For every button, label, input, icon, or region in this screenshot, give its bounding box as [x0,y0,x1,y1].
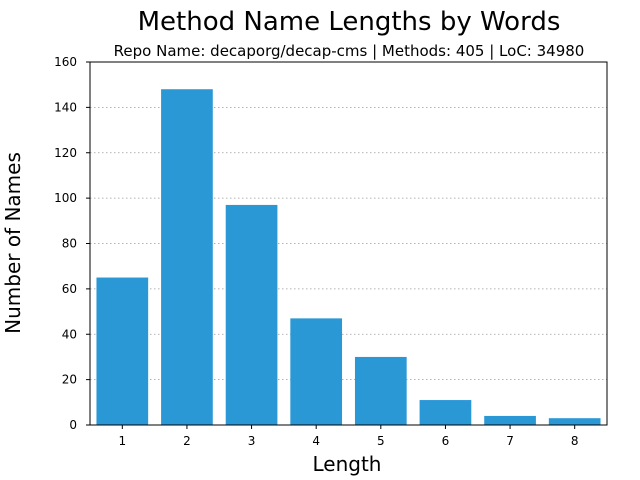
y-tick-label: 80 [62,237,77,251]
bar-length-7 [484,415,536,425]
x-tick-label: 4 [312,434,320,448]
y-axis-label: Number of Names [1,152,25,334]
y-tick-label: 140 [54,100,77,114]
x-tick-label: 1 [118,434,126,448]
y-tick-label: 60 [62,282,77,296]
chart-subtitle: Repo Name: decaporg/decap-cms | Methods:… [114,42,585,60]
bar-length-8 [548,418,601,425]
bar-length-3 [225,204,278,425]
x-tick-label: 3 [248,434,256,448]
x-axis-label: Length [313,452,382,476]
y-tick-label: 0 [69,418,77,432]
y-axis-ticks: 0 20 40 60 80 100 120 140 160 [54,55,90,432]
x-tick-label: 7 [506,434,514,448]
bar-length-5 [354,356,407,425]
x-tick-label: 2 [183,434,191,448]
bar-length-1 [96,277,149,425]
x-tick-label: 8 [571,434,579,448]
y-tick-label: 160 [54,55,77,69]
x-axis-ticks: 1 2 3 4 5 6 7 8 [118,425,579,448]
chart-title: Method Name Lengths by Words [138,7,561,37]
y-tick-label: 20 [62,373,77,387]
x-tick-label: 5 [377,434,385,448]
bar-length-4 [290,318,343,425]
bars [96,89,601,425]
y-tick-label: 40 [62,327,77,341]
bar-length-6 [419,400,472,425]
bar-length-2 [161,89,213,425]
y-tick-label: 120 [54,146,77,160]
x-tick-label: 6 [442,434,450,448]
y-tick-label: 100 [54,191,77,205]
